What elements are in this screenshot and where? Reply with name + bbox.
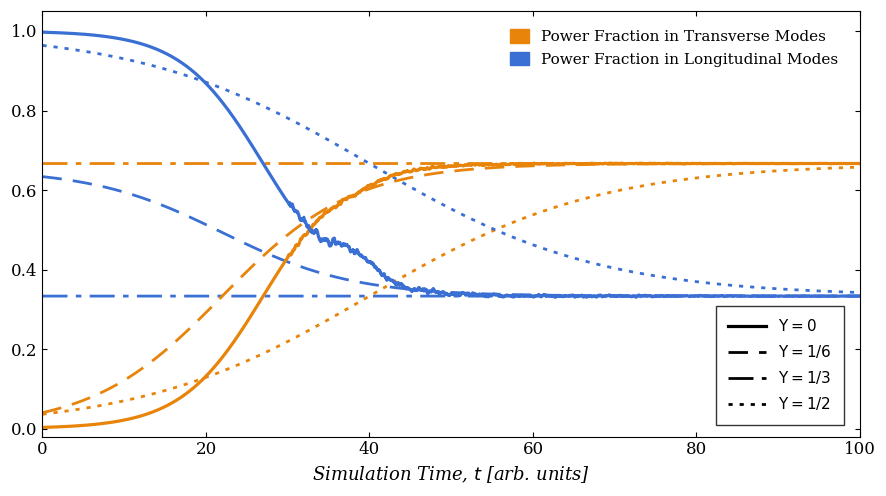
Legend: $\Upsilon = 0$, $\Upsilon = 1/6$, $\Upsilon = 1/3$, $\Upsilon = 1/2$: $\Upsilon = 0$, $\Upsilon = 1/6$, $\Upsi… <box>715 306 843 425</box>
X-axis label: Simulation Time, $t$ [arb. units]: Simulation Time, $t$ [arb. units] <box>312 464 589 485</box>
